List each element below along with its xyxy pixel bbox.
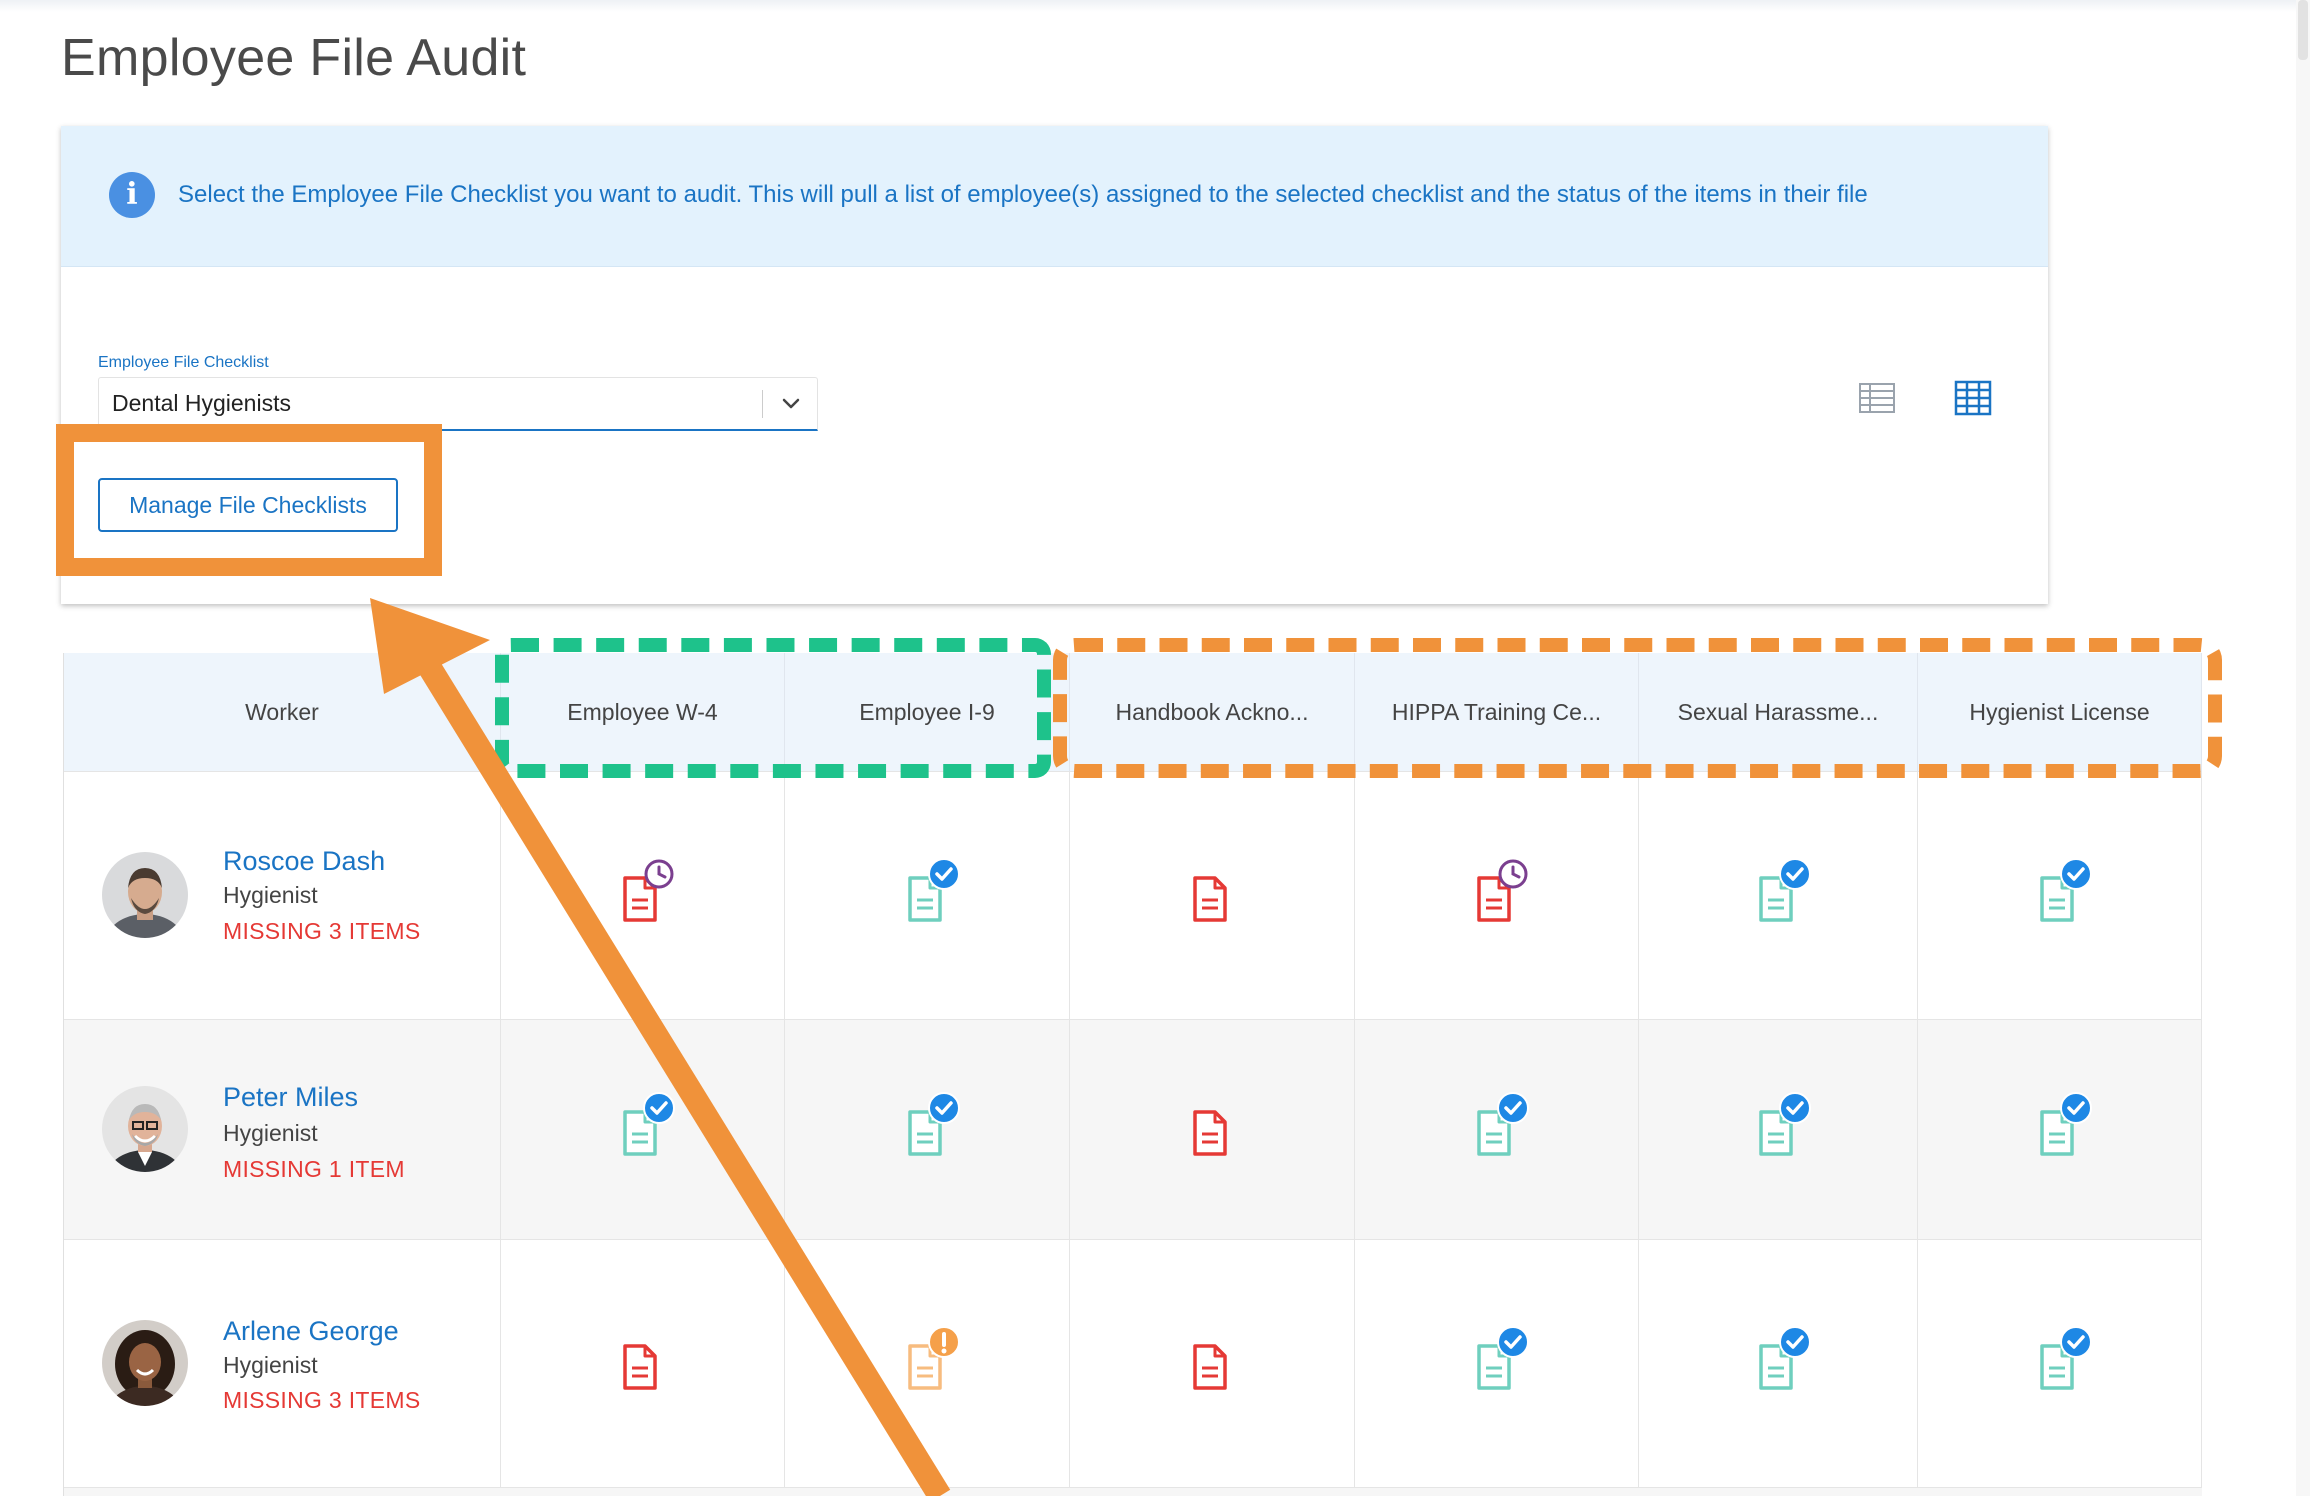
worker-cell: Roscoe Dash Hygienist MISSING 3 ITEMS — [64, 772, 501, 1019]
highlight-dashed-orange — [1053, 638, 2222, 778]
worker-name[interactable]: Arlene George — [223, 1316, 399, 1346]
manage-file-checklists-button[interactable]: Manage File Checklists — [98, 478, 398, 532]
missing-items-text: MISSING 3 ITEMS — [223, 1387, 421, 1413]
worker-role: Hygienist — [223, 882, 318, 908]
list-view-icon[interactable] — [1857, 378, 1897, 418]
table-row — [64, 1487, 2202, 1496]
document-complete-icon[interactable] — [1751, 858, 1811, 928]
document-complete-icon[interactable] — [1751, 1092, 1811, 1162]
checklist-select[interactable]: Dental Hygienists — [98, 377, 818, 431]
status-cell[interactable] — [785, 1240, 1070, 1487]
document-missing-icon[interactable] — [615, 1326, 675, 1396]
status-cell[interactable] — [785, 1020, 1070, 1239]
info-banner: i Select the Employee File Checklist you… — [61, 126, 2048, 267]
table-row: Arlene George Hygienist MISSING 3 ITEMS — [64, 1239, 2202, 1487]
worker-name[interactable]: Roscoe Dash — [223, 846, 386, 876]
document-missing-icon[interactable] — [1185, 1092, 1245, 1162]
info-icon: i — [109, 172, 155, 218]
top-bar — [0, 0, 2310, 12]
document-complete-icon[interactable] — [1751, 1326, 1811, 1396]
worker-role: Hygienist — [223, 1120, 318, 1146]
status-cell[interactable] — [501, 1020, 785, 1239]
checklist-select-value: Dental Hygienists — [112, 390, 291, 416]
column-header-handbook[interactable]: Handbook Ackno... — [1070, 653, 1355, 771]
status-cell[interactable] — [1639, 1020, 1918, 1239]
column-header-license[interactable]: Hygienist License — [1918, 653, 2202, 771]
document-complete-icon[interactable] — [2032, 1326, 2092, 1396]
document-missing-icon[interactable] — [1185, 858, 1245, 928]
document-warning-icon[interactable] — [900, 1326, 960, 1396]
status-cell[interactable] — [1070, 772, 1355, 1019]
missing-items-text: MISSING 3 ITEMS — [223, 918, 421, 944]
column-header-harassment[interactable]: Sexual Harassme... — [1639, 653, 1918, 771]
status-cell[interactable] — [1355, 772, 1639, 1019]
highlight-dashed-green — [495, 638, 1051, 778]
worker-role: Hygienist — [223, 1352, 318, 1378]
checklist-card: i Select the Employee File Checklist you… — [61, 126, 2048, 604]
status-cell[interactable] — [1918, 1020, 2202, 1239]
document-pending-icon[interactable] — [1469, 858, 1529, 928]
grid-view-icon[interactable] — [1953, 378, 1993, 418]
table-row: Peter Miles Hygienist MISSING 1 ITEM — [64, 1019, 2202, 1239]
avatar[interactable] — [102, 852, 188, 938]
document-complete-icon[interactable] — [900, 1092, 960, 1162]
status-cell[interactable] — [1355, 1020, 1639, 1239]
status-cell[interactable] — [501, 1240, 785, 1487]
avatar[interactable] — [102, 1320, 188, 1406]
status-cell[interactable] — [1918, 1240, 2202, 1487]
checklist-label: Employee File Checklist — [98, 354, 269, 371]
document-complete-icon[interactable] — [900, 858, 960, 928]
missing-items-text: MISSING 1 ITEM — [223, 1156, 405, 1182]
audit-grid: Worker Employee W-4 Employee I-9 Handboo… — [63, 653, 2202, 1496]
worker-cell: Peter Miles Hygienist MISSING 1 ITEM — [64, 1020, 501, 1239]
status-cell[interactable] — [785, 772, 1070, 1019]
worker-cell: Arlene George Hygienist MISSING 3 ITEMS — [64, 1240, 501, 1487]
scrollbar-thumb[interactable] — [2298, 0, 2308, 60]
table-row: Roscoe Dash Hygienist MISSING 3 ITEMS — [64, 771, 2202, 1019]
info-text: Select the Employee File Checklist you w… — [178, 181, 1868, 208]
worker-name[interactable]: Peter Miles — [223, 1082, 359, 1112]
status-cell[interactable] — [1355, 1240, 1639, 1487]
column-header-worker[interactable]: Worker — [64, 653, 501, 771]
status-cell[interactable] — [1070, 1020, 1355, 1239]
document-complete-icon[interactable] — [1469, 1092, 1529, 1162]
status-cell[interactable] — [1639, 1240, 1918, 1487]
column-header-hippa[interactable]: HIPPA Training Ce... — [1355, 653, 1639, 771]
select-divider — [762, 390, 763, 418]
document-complete-icon[interactable] — [2032, 858, 2092, 928]
document-missing-icon[interactable] — [1185, 1326, 1245, 1396]
scrollbar[interactable] — [2296, 0, 2310, 1496]
status-cell[interactable] — [1070, 1240, 1355, 1487]
status-cell[interactable] — [1639, 772, 1918, 1019]
status-cell[interactable] — [1918, 772, 2202, 1019]
status-cell[interactable] — [501, 772, 785, 1019]
avatar[interactable] — [102, 1086, 188, 1172]
document-complete-icon[interactable] — [615, 1092, 675, 1162]
page-title: Employee File Audit — [61, 29, 527, 87]
document-complete-icon[interactable] — [2032, 1092, 2092, 1162]
highlight-box-manage-button — [56, 424, 442, 576]
chevron-down-icon[interactable] — [776, 390, 806, 418]
document-complete-icon[interactable] — [1469, 1326, 1529, 1396]
document-pending-icon[interactable] — [615, 858, 675, 928]
